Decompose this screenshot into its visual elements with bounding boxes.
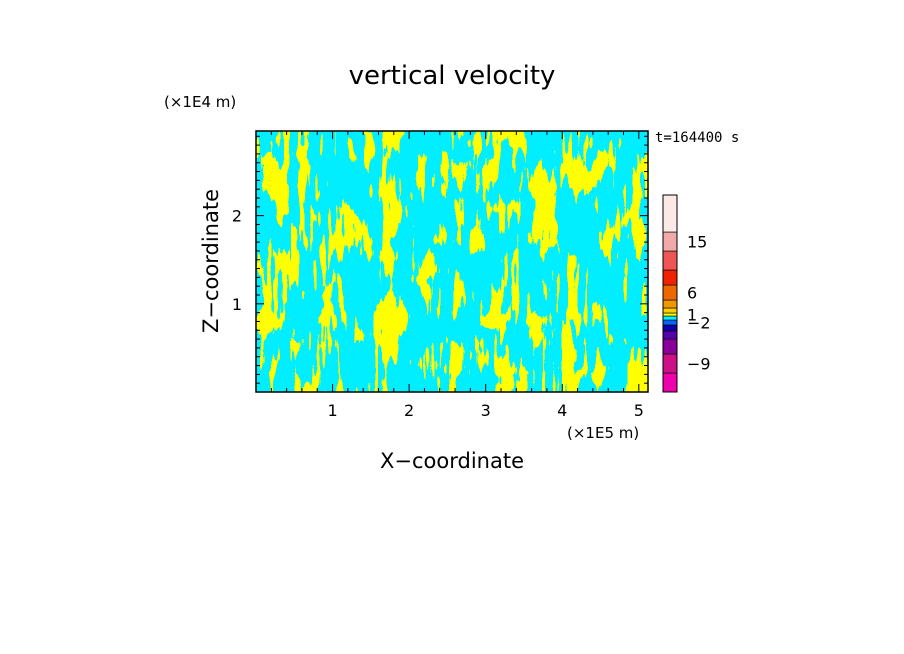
colorbar-swatch xyxy=(662,194,678,233)
colorbar-swatch xyxy=(662,269,678,286)
colorbar-swatch xyxy=(662,307,678,314)
y-axis-label: Z−coordinate xyxy=(199,189,223,333)
y-axis: 12 xyxy=(232,135,648,384)
colorbar-label: 6 xyxy=(687,284,697,303)
y-axis-unit: (×1E4 m) xyxy=(164,93,236,111)
plot-frame xyxy=(255,130,649,393)
chart-title: vertical velocity xyxy=(349,61,556,91)
colorbar-swatch xyxy=(662,250,678,271)
x-tick-label: 3 xyxy=(481,401,491,420)
positive-region xyxy=(256,131,648,392)
colorbar-swatch xyxy=(662,319,678,326)
colorbar-swatch xyxy=(662,299,678,309)
x-axis-label: X−coordinate xyxy=(380,449,524,473)
colorbar-label: −9 xyxy=(687,355,711,374)
colorbar-swatch xyxy=(662,338,678,355)
x-axis: 1 2 3 4 5 xyxy=(270,131,644,420)
time-label: t=164400 s xyxy=(655,130,739,146)
colorbar-swatch xyxy=(662,284,678,301)
x-tick-label: 5 xyxy=(634,401,644,420)
colorbar-swatch xyxy=(662,353,678,374)
colorbar-swatch xyxy=(662,315,678,321)
colorbar-frame xyxy=(662,194,678,393)
colorbar-label: −2 xyxy=(687,314,711,333)
colorbar-label: 1 xyxy=(687,306,697,325)
x-tick-label: 1 xyxy=(327,401,337,420)
x-axis-unit: (×1E5 m) xyxy=(567,424,639,442)
colorbar-swatch xyxy=(662,312,678,317)
colorbar-label: 15 xyxy=(687,233,707,252)
colorbar-swatch xyxy=(662,330,678,340)
colorbar-swatch xyxy=(662,324,678,332)
y-tick-label: 1 xyxy=(232,295,242,314)
y-tick-label: 2 xyxy=(232,207,242,226)
x-tick-label: 4 xyxy=(557,401,567,420)
contour-plot-area xyxy=(255,130,649,393)
colorbar-swatch xyxy=(662,372,678,393)
colorbar: −9 −21 6 15 xyxy=(662,194,711,393)
colorbar-swatch xyxy=(662,231,678,252)
x-tick-label: 2 xyxy=(404,401,414,420)
